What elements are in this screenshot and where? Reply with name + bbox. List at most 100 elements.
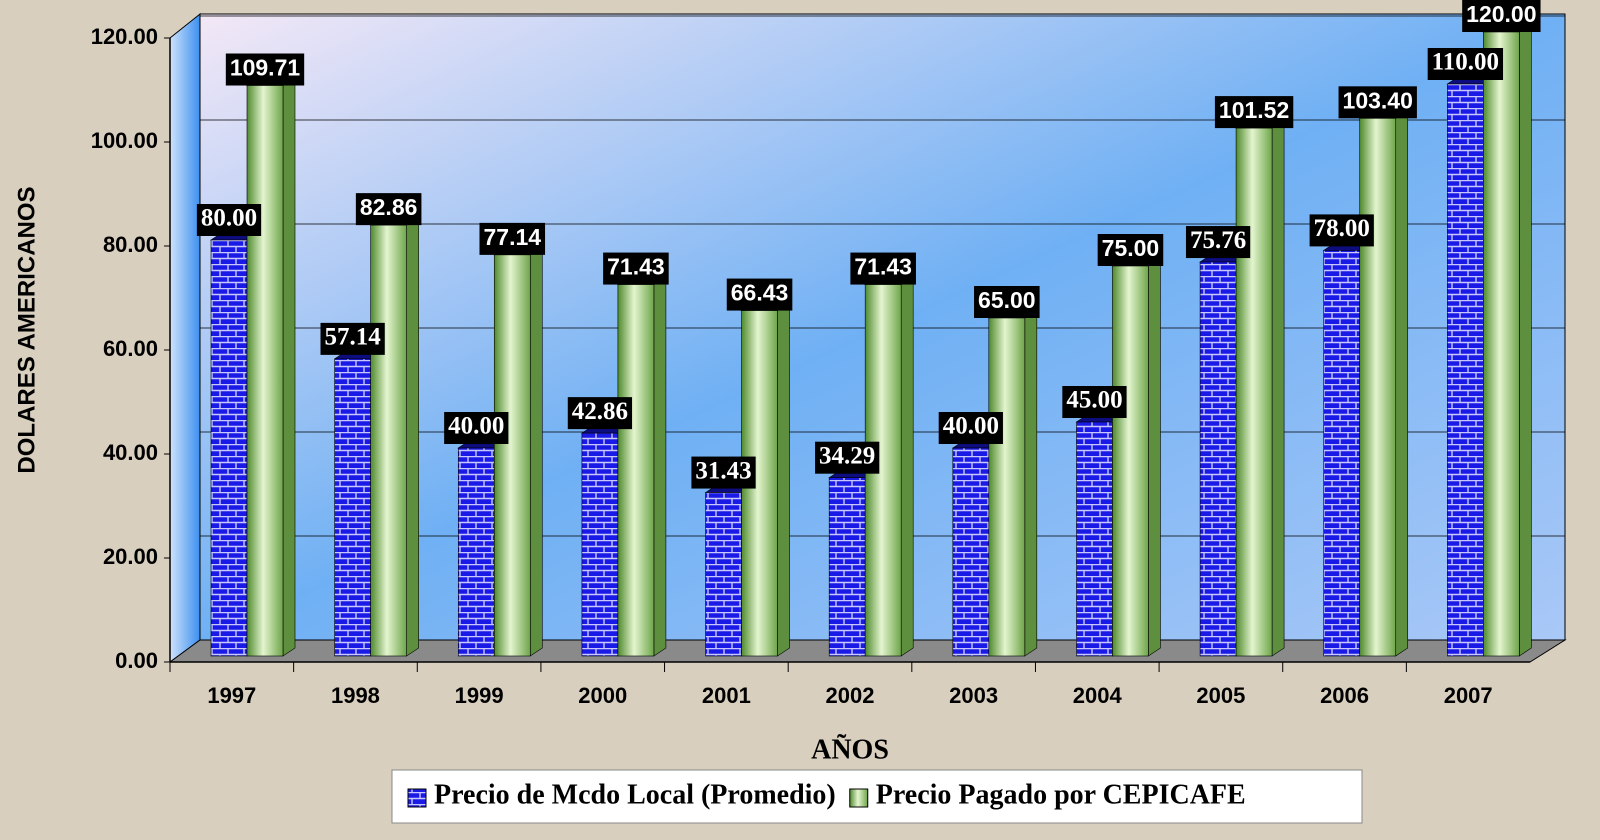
y-tick-label: 0.00	[115, 648, 158, 673]
bar-side	[1395, 109, 1409, 657]
x-tick-label: 2005	[1196, 683, 1245, 708]
value-label-box	[320, 322, 385, 355]
bar	[1447, 83, 1484, 657]
value-label: 78.00	[1314, 215, 1370, 242]
value-label: 34.29	[819, 442, 875, 469]
value-label: 101.52	[1219, 97, 1289, 123]
value-label: 103.40	[1343, 87, 1413, 113]
bar	[1199, 261, 1237, 657]
x-tick-label: 2001	[702, 683, 751, 708]
side-wall	[169, 12, 201, 663]
value-label: 110.00	[1432, 49, 1499, 76]
value-label-box	[1462, 0, 1541, 32]
x-tick-label: 1997	[207, 683, 256, 708]
x-tick-label: 1999	[455, 683, 504, 708]
bar	[1076, 421, 1113, 657]
bar-side	[1148, 257, 1161, 657]
value-label-box	[567, 397, 633, 430]
legend-marker	[849, 788, 869, 808]
y-axis-title: DOLARES AMERICANOS	[13, 186, 40, 473]
bar	[1235, 127, 1273, 657]
value-label: 40.00	[943, 413, 999, 440]
bar-side	[777, 302, 790, 657]
bar	[581, 432, 619, 657]
bar-side	[406, 216, 419, 657]
value-label-box	[1309, 214, 1374, 247]
value-label: 71.43	[607, 254, 665, 280]
x-tick-label: 2002	[826, 683, 875, 708]
bar-side	[529, 246, 543, 657]
value-label-box	[1062, 386, 1127, 418]
bar	[246, 85, 284, 657]
value-label: 109.71	[230, 55, 301, 81]
bar	[1112, 265, 1149, 657]
bar-side	[1271, 119, 1285, 657]
y-tick-label: 60.00	[103, 336, 158, 361]
value-label: 45.00	[1066, 387, 1122, 414]
value-label-box	[1097, 234, 1164, 266]
value-label: 120.00	[1466, 1, 1536, 27]
value-label-box	[850, 252, 916, 285]
value-label-box	[691, 456, 756, 489]
value-label: 75.76	[1190, 227, 1246, 254]
value-label-box	[196, 204, 262, 236]
bar	[370, 224, 407, 657]
value-label-box	[479, 222, 546, 255]
legend-marker	[407, 788, 427, 808]
x-tick-label: 2004	[1073, 683, 1123, 708]
y-tick-label: 20.00	[103, 544, 158, 569]
bar	[988, 317, 1026, 657]
y-tick-label: 100.00	[91, 128, 158, 153]
value-label-box	[938, 412, 1003, 444]
value-label-box	[1214, 96, 1294, 129]
value-label: 57.14	[325, 324, 382, 351]
legend-label: Precio Pagado por CEPICAFE	[876, 779, 1246, 810]
y-tick-label: 80.00	[103, 232, 158, 257]
y-tick-label: 40.00	[103, 440, 158, 465]
value-label-box	[1427, 48, 1504, 80]
value-label-box	[355, 193, 422, 226]
value-label-box	[1185, 226, 1251, 259]
bar-side	[282, 76, 296, 657]
value-label-box	[815, 441, 880, 474]
x-tick-label: 1998	[331, 683, 380, 708]
value-label: 80.00	[201, 205, 257, 232]
value-label-box	[444, 412, 509, 444]
bar	[493, 254, 531, 657]
bar	[1359, 118, 1397, 657]
value-label: 82.86	[360, 194, 418, 220]
bar	[457, 447, 495, 657]
value-label: 71.43	[854, 254, 912, 280]
x-tick-label: 2003	[949, 683, 998, 708]
value-label-box	[1338, 86, 1417, 119]
bar-side	[900, 276, 914, 657]
value-label: 42.86	[572, 398, 628, 425]
value-label: 75.00	[1102, 235, 1160, 261]
bar	[828, 477, 866, 657]
bar	[1323, 250, 1361, 657]
bar-side	[1519, 23, 1532, 657]
legend-label: Precio de Mcdo Local (Promedio)	[434, 779, 836, 810]
value-label-box	[603, 252, 669, 285]
bar	[617, 284, 655, 657]
x-tick-label: 2007	[1444, 683, 1493, 708]
bar	[705, 492, 742, 657]
value-label: 65.00	[978, 287, 1036, 313]
bar	[210, 239, 248, 657]
value-label: 40.00	[448, 413, 504, 440]
bar-side	[1024, 309, 1038, 657]
value-label: 66.43	[731, 280, 789, 306]
value-label: 31.43	[695, 457, 751, 484]
x-tick-label: 2000	[578, 683, 627, 708]
bar	[952, 447, 990, 657]
bar	[334, 358, 371, 657]
legend	[391, 769, 1363, 824]
x-axis-title: AÑOS	[811, 734, 889, 765]
value-label-box	[974, 286, 1040, 318]
value-label-box	[726, 278, 793, 311]
x-tick-label: 2006	[1320, 683, 1369, 708]
value-label: 77.14	[483, 224, 541, 250]
bar-side	[653, 276, 667, 657]
y-tick-label: 120.00	[91, 24, 158, 49]
